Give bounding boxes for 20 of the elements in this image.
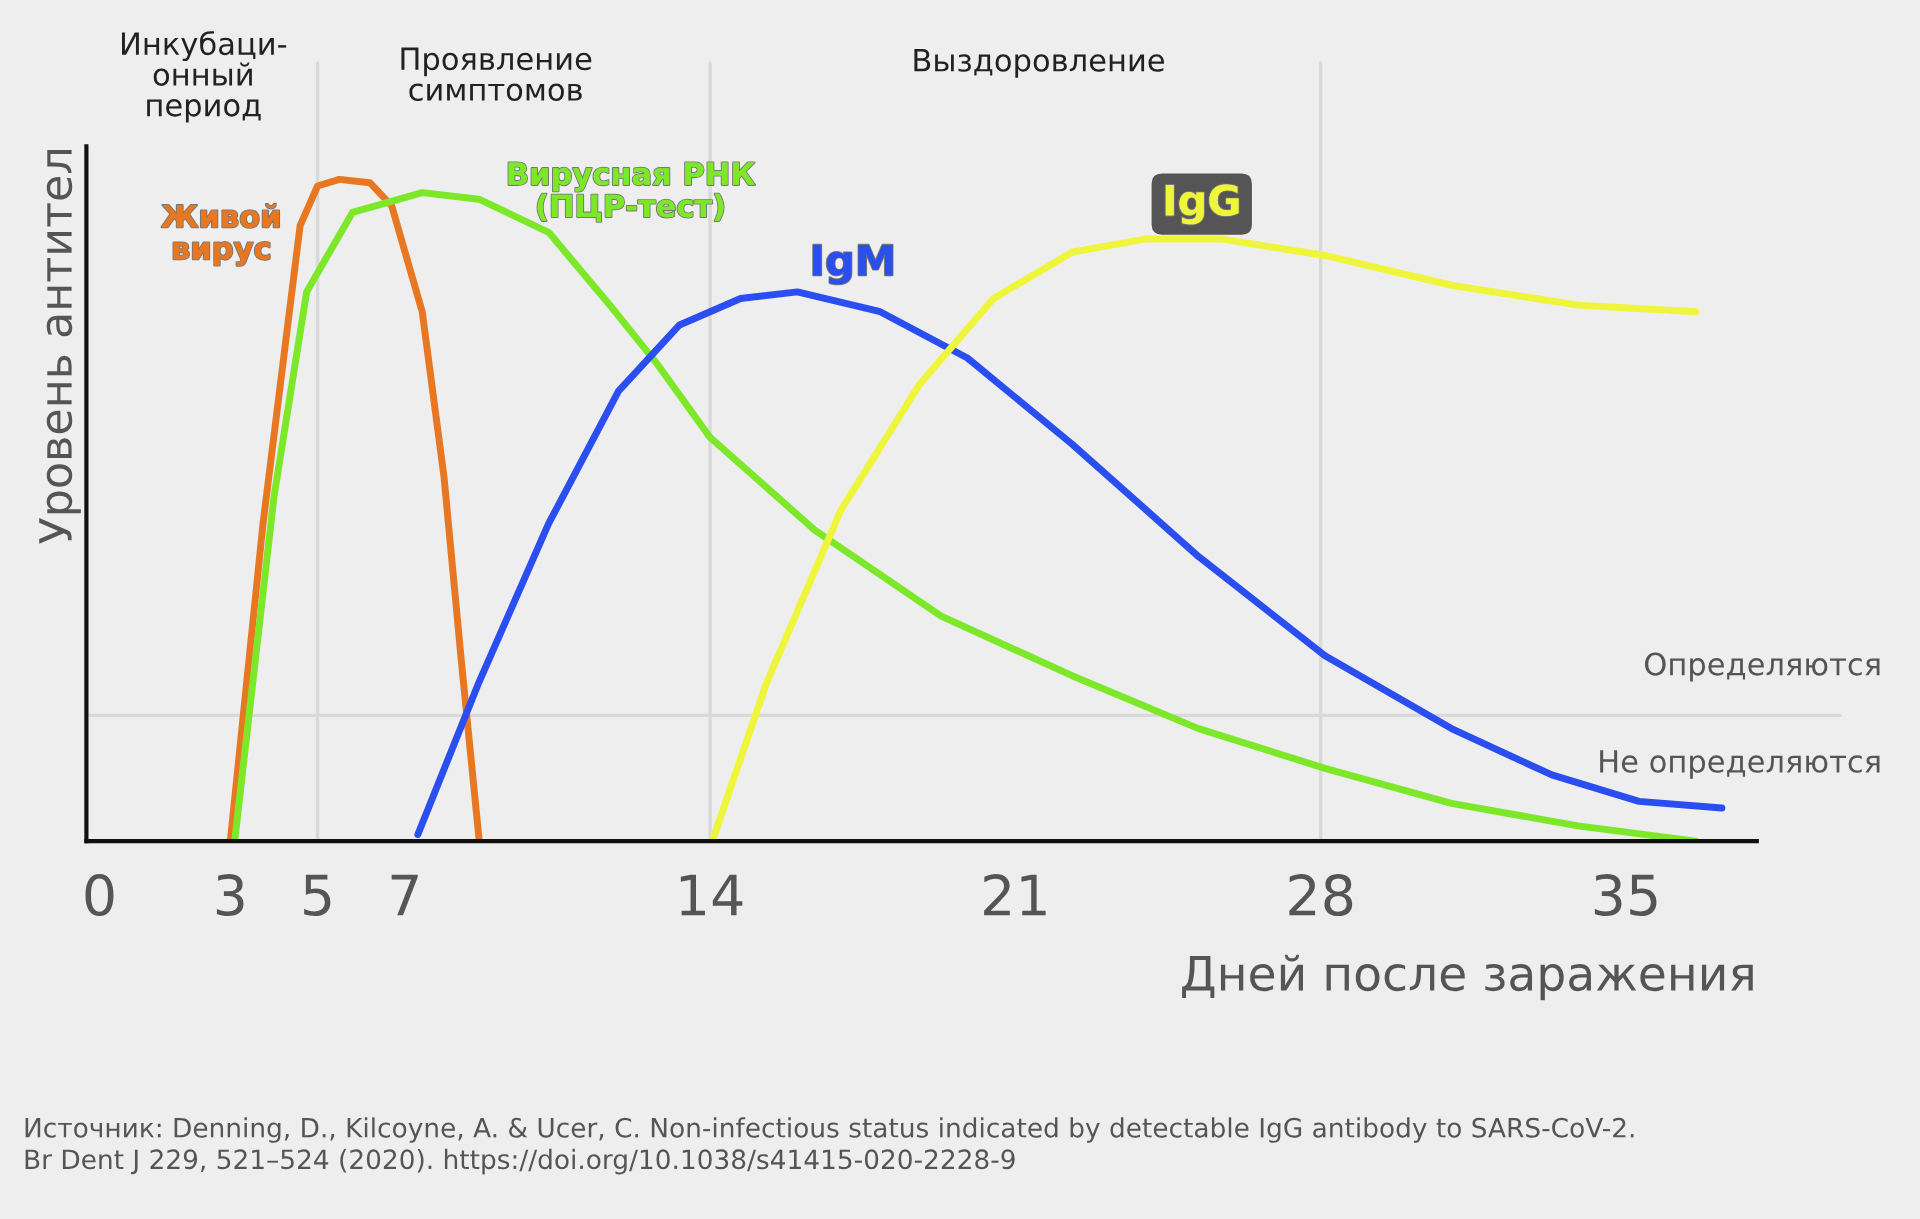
x-tick-label: 14 [680, 874, 743, 916]
x-tick-label: 0 [85, 874, 114, 917]
x-tick-label: 7 [391, 874, 418, 916]
text: Проявление симптомов [401, 47, 592, 102]
x-axis-title: Дней после заражения [1182, 954, 1753, 1001]
text: Источник: Denning, D., Kilcoyne, A. & Ucer, C. Non-infectious status indicated by detectable IgG antibody to SARS-CoV-2. Br Dent J 229, 521–524 (2020). https://doi.org/10.1038/s41415-020-2228-9 [25, 1117, 1634, 1175]
series-label: IgM [813, 244, 893, 285]
x-tick-label: 28 [1289, 874, 1353, 917]
text: Инкубаци- онный период [122, 31, 287, 123]
series-label: Живой вирус [161, 203, 280, 266]
annotation: Не определяются [1600, 750, 1880, 779]
x-tick-label: 5 [304, 874, 331, 917]
y-axis-title: Уровень антител [39, 149, 81, 544]
series-label: IgG [1165, 184, 1239, 225]
x-tick-label: 3 [216, 874, 244, 917]
text: Выздоровление [914, 49, 1165, 78]
x-tick-label: 35 [1594, 874, 1657, 917]
x-tick-label: 21 [984, 874, 1046, 916]
ref-line-label: Определяются [1645, 652, 1880, 682]
series-label: Вирусная РНК (ПЦР-тест) [508, 162, 755, 222]
